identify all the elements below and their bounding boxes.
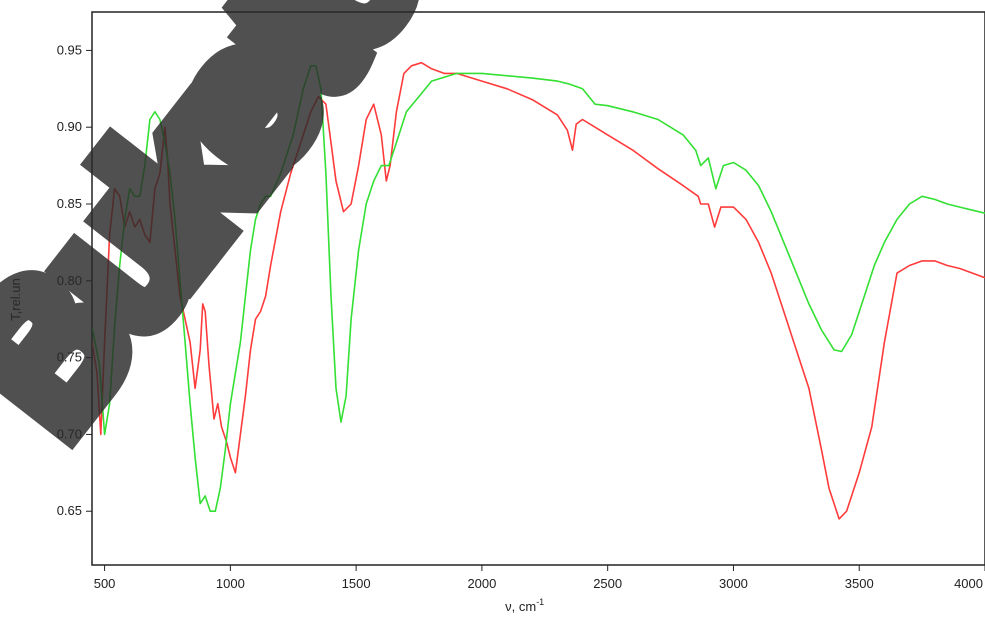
x-tick-label: 3000 <box>719 576 748 591</box>
plot-area <box>91 11 985 566</box>
x-tick-label: 2000 <box>467 576 496 591</box>
x-axis-label-text: ν, cm <box>505 599 536 614</box>
y-tick-label: 0.85 <box>57 196 82 211</box>
y-tick-label: 0.70 <box>57 426 82 441</box>
x-tick-label: 4000 <box>954 576 983 591</box>
x-tick-label: 500 <box>94 576 116 591</box>
x-tick-label: 3500 <box>845 576 874 591</box>
x-tick-label: 1500 <box>342 576 371 591</box>
y-tick-label: 0.65 <box>57 503 82 518</box>
y-tick-label: 0.75 <box>57 350 82 365</box>
y-tick-label: 0.80 <box>57 273 82 288</box>
x-axis-label: ν, cm-1 <box>505 597 544 614</box>
series-line-red <box>92 61 985 520</box>
series-line-green <box>92 65 985 513</box>
x-axis: 500 1000 1500 2000 2500 3000 3500 4000 <box>94 565 985 591</box>
y-axis-label: T,rel.un <box>8 278 23 321</box>
x-tick-label: 2500 <box>593 576 622 591</box>
x-tick-label: 1000 <box>216 576 245 591</box>
y-tick-label: 0.95 <box>57 42 82 57</box>
x-axis-label-superscript: -1 <box>536 597 544 607</box>
y-axis: 0.65 0.70 0.75 0.80 0.85 0.90 0.95 <box>57 42 92 518</box>
y-tick-label: 0.90 <box>57 119 82 134</box>
series-layer <box>92 61 985 520</box>
